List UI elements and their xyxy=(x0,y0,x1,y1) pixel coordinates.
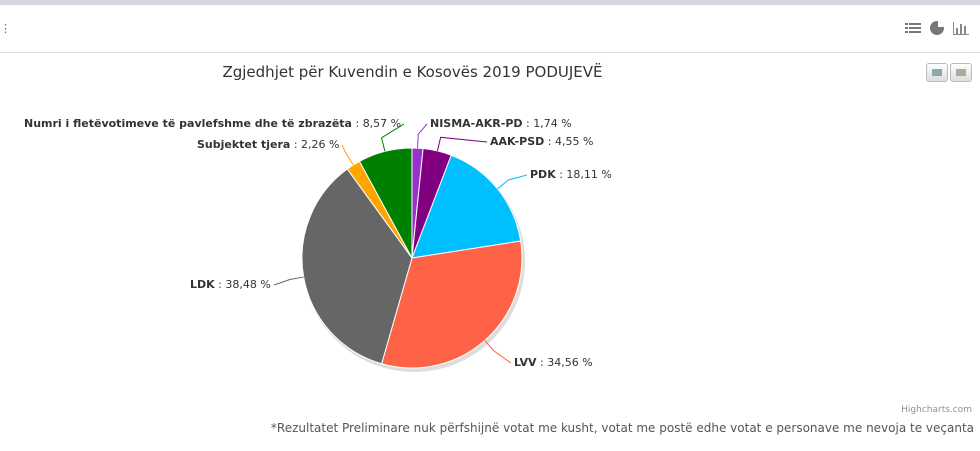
pie-slice-ldk[interactable] xyxy=(301,168,413,365)
connector-line xyxy=(484,340,512,364)
data-label: Subjektet tjera : 2,26 % xyxy=(197,138,340,151)
data-label: NISMA-AKR-PD : 1,74 % xyxy=(430,117,572,130)
connector-line xyxy=(497,174,528,190)
print-button[interactable] xyxy=(926,63,948,82)
connector-line xyxy=(436,136,488,152)
connector-line xyxy=(273,276,304,286)
view-switcher xyxy=(904,20,970,36)
menu-dots-icon[interactable]: ⋮ xyxy=(0,22,11,35)
bar-chart-icon[interactable] xyxy=(952,20,970,36)
data-label: LVV : 34,56 % xyxy=(514,356,593,369)
data-label: LDK : 38,48 % xyxy=(190,278,271,291)
highcharts-credit[interactable]: Highcharts.com xyxy=(901,405,972,415)
pie-chart-icon[interactable] xyxy=(928,20,946,36)
print-icon xyxy=(932,69,942,76)
list-icon[interactable] xyxy=(904,20,922,36)
data-label: AAK-PSD : 4,55 % xyxy=(490,135,594,148)
top-bar xyxy=(0,0,980,5)
header-divider xyxy=(0,52,980,53)
footnote: *Rezultatet Preliminare nuk përfshijnë v… xyxy=(270,421,974,435)
connector-line xyxy=(341,144,354,166)
data-label: PDK : 18,11 % xyxy=(530,168,612,181)
connector-line xyxy=(380,123,405,152)
download-button[interactable] xyxy=(950,63,972,82)
connector-line xyxy=(417,123,428,149)
download-icon xyxy=(956,69,966,76)
chart-title: Zgjedhjet për Kuvendin e Kosovës 2019 PO… xyxy=(222,63,603,81)
pie-slice-numri-i-flet-votimeve-t-pavlefshme-dhe-t-zbraz-ta[interactable] xyxy=(358,147,413,259)
data-label: Numri i fletëvotimeve të pavlefshme dhe … xyxy=(24,117,402,130)
